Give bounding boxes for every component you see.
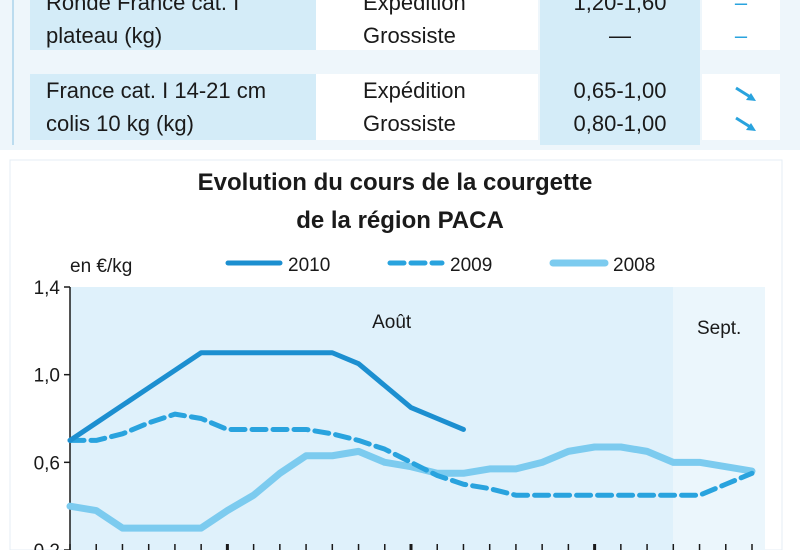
trend-cell bbox=[702, 74, 780, 140]
series-line bbox=[66, 443, 756, 532]
price-cell: 0,65-1,00 0,80-1,00 bbox=[540, 74, 700, 140]
chart-title: de la région PACA bbox=[296, 207, 504, 234]
series-line bbox=[67, 350, 466, 443]
product-cell: Ronde France cat. I plateau (kg) bbox=[30, 0, 331, 50]
market: Expédition bbox=[363, 78, 466, 103]
y-tick-label: 0,6 bbox=[34, 453, 60, 474]
market-cell: Expédition Grossiste bbox=[316, 0, 538, 50]
trend: – bbox=[734, 0, 748, 15]
price: 0,65-1,00 bbox=[573, 78, 667, 103]
chart-title: Evolution du cours de la courgette bbox=[198, 169, 593, 196]
y-tick-label: 1,4 bbox=[34, 278, 61, 299]
trend: – bbox=[734, 23, 748, 48]
y-tick-label: 0,2 bbox=[34, 541, 60, 550]
month-band bbox=[70, 287, 674, 550]
legend-label: 2009 bbox=[450, 255, 492, 276]
market: Grossiste bbox=[363, 111, 456, 136]
y-tick-label: 1,0 bbox=[34, 366, 60, 387]
month-label: Sept. bbox=[697, 318, 741, 339]
product: Ronde France cat. I bbox=[46, 0, 240, 15]
month-label: Août bbox=[372, 312, 412, 333]
price: — bbox=[609, 23, 631, 48]
trend-cell: – – bbox=[702, 0, 780, 50]
divider bbox=[12, 0, 14, 145]
market-cell: Expédition Grossiste bbox=[316, 74, 538, 140]
price: 0,80-1,00 bbox=[573, 111, 667, 136]
legend-label: 2008 bbox=[613, 255, 655, 276]
market: Expédition bbox=[363, 0, 466, 15]
price: 1,20-1,60 bbox=[573, 0, 667, 15]
legend-label: 2010 bbox=[288, 255, 330, 276]
month-band bbox=[673, 287, 765, 550]
price-cell: 1,20-1,60 — bbox=[540, 0, 700, 145]
price-table: Ronde France cat. I plateau (kg) Expédit… bbox=[0, 0, 800, 150]
product-cell: France cat. I 14-21 cm colis 10 kg (kg) bbox=[30, 74, 331, 140]
product: plateau (kg) bbox=[46, 23, 163, 48]
product: colis 10 kg (kg) bbox=[46, 111, 194, 136]
down-arrow bbox=[735, 86, 756, 131]
series-line bbox=[67, 411, 755, 498]
product: France cat. I 14-21 cm bbox=[46, 78, 267, 103]
y-axis-label: en €/kg bbox=[70, 256, 132, 277]
trend-icons bbox=[735, 86, 756, 131]
market: Grossiste bbox=[363, 23, 456, 48]
